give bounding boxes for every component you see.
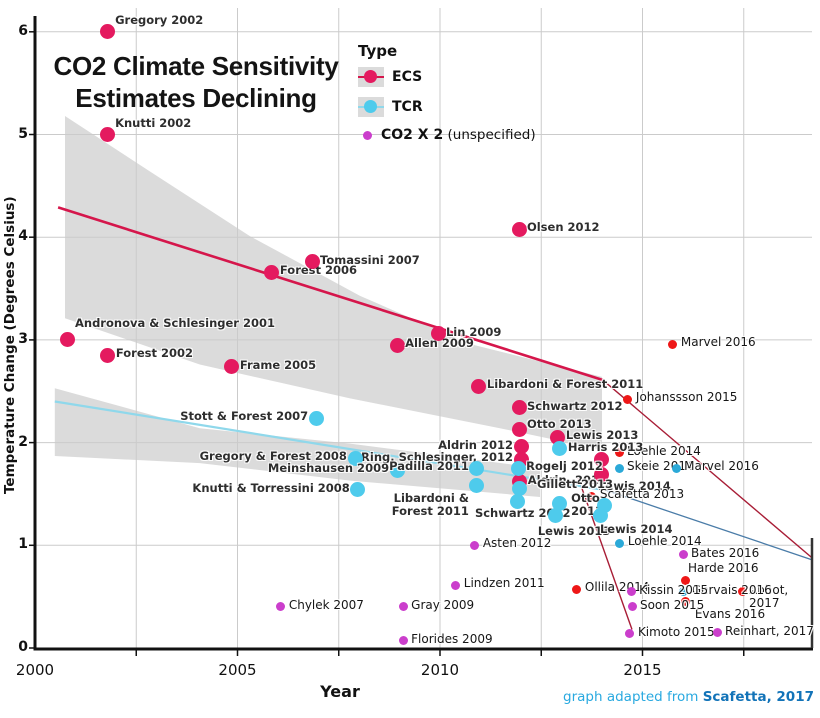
legend-item-ecs-label: ECS xyxy=(392,69,423,85)
legend-item-co2x2-suffix: (unspecified) xyxy=(443,127,536,143)
ecs-trend-extension-line xyxy=(602,379,813,559)
x-axis-label: Year xyxy=(320,682,360,701)
ecs-trend-line xyxy=(57,206,604,382)
ecs-legend-glyph xyxy=(358,67,384,87)
legend-item-ecs: ECS xyxy=(358,67,536,87)
chart-title-line1: CO2 Climate Sensitivity xyxy=(53,51,339,81)
y-axis-label: Temperature Change (Degrees Celsius) xyxy=(2,196,18,494)
caption: graph adapted from Scafetta, 2017 xyxy=(563,689,814,705)
ecs-dot-icon xyxy=(364,70,377,83)
chart-title-line2: Estimates Declining xyxy=(75,83,317,113)
legend-item-co2x2-label: CO2 X 2 xyxy=(381,127,444,143)
legend-item-tcr: TCR xyxy=(358,97,536,117)
co2x2-dot-icon xyxy=(363,130,372,140)
caption-source: Scafetta, 2017 xyxy=(702,689,814,705)
legend-item-co2x2: CO2 X 2 (unspecified) xyxy=(358,127,536,143)
chart-title: CO2 Climate Sensitivity Estimates Declin… xyxy=(40,50,352,114)
legend-item-tcr-label: TCR xyxy=(392,99,423,115)
legend-title: Type xyxy=(358,42,398,60)
tcr-trend-extension-line xyxy=(604,489,813,561)
ecs-confidence-band xyxy=(65,116,602,450)
tcr-legend-glyph xyxy=(358,97,384,117)
ecs-steep-extension-line xyxy=(577,477,633,630)
tcr-dot-icon xyxy=(364,100,377,113)
legend: Type ECS TCR CO2 X 2 (unspecified) xyxy=(358,42,536,153)
caption-prefix: graph adapted from xyxy=(563,689,703,705)
